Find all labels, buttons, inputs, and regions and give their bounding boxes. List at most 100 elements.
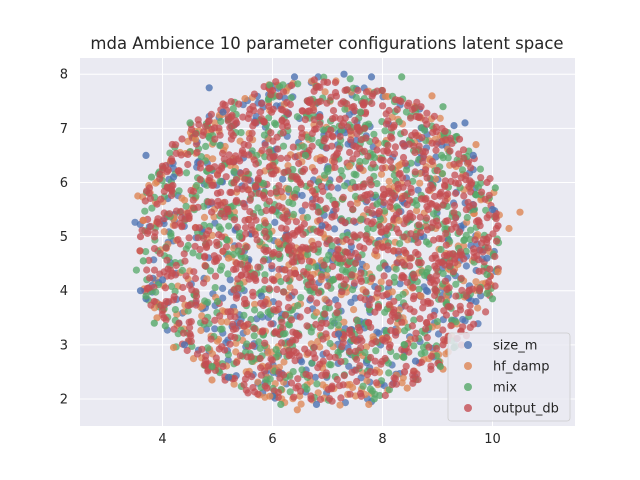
cloud-point (362, 343, 371, 351)
cloud-point (376, 215, 384, 223)
cloud-point (280, 348, 288, 356)
cloud-point (186, 324, 194, 332)
cloud-point (427, 362, 435, 370)
cloud-point (237, 129, 245, 137)
cloud-point (265, 148, 273, 156)
cloud-point (221, 142, 229, 151)
cloud-point (178, 222, 186, 230)
cloud-point (292, 329, 300, 337)
cloud-point (371, 308, 379, 316)
cloud-point (267, 189, 275, 197)
cloud-point (144, 227, 152, 235)
cloud-point (222, 173, 230, 181)
cloud-point (356, 275, 364, 283)
cloud-point (245, 110, 253, 118)
cloud-point (322, 330, 330, 338)
scatter-point (356, 108, 365, 116)
cloud-point (259, 257, 267, 265)
cloud-point (318, 273, 326, 281)
cloud-point (265, 102, 273, 110)
cloud-point (283, 210, 291, 218)
cloud-point (477, 174, 485, 182)
cloud-point (441, 181, 449, 189)
cloud-point (467, 226, 475, 234)
cloud-point (238, 147, 247, 155)
cloud-point (296, 313, 304, 321)
cloud-point (237, 169, 245, 177)
cloud-point (402, 166, 411, 174)
cloud-point (277, 188, 285, 196)
cloud-point (297, 400, 305, 408)
scatter-point (417, 103, 425, 111)
cloud-point (270, 306, 278, 314)
cloud-point (235, 100, 243, 108)
cloud-point (392, 352, 401, 360)
y-tick-label: 7 (60, 122, 68, 137)
cloud-point (476, 165, 484, 173)
cloud-point (319, 357, 327, 365)
cloud-point (290, 210, 298, 218)
cloud-point (472, 278, 480, 286)
cloud-point (326, 339, 334, 348)
cloud-point (233, 358, 241, 367)
cloud-point (467, 164, 475, 172)
cloud-point (338, 122, 346, 130)
cloud-point (249, 122, 257, 130)
cloud-point (193, 148, 201, 156)
cloud-point (333, 237, 341, 245)
cloud-point (175, 187, 183, 195)
cloud-point (294, 80, 302, 88)
cloud-point (279, 129, 287, 137)
scatter-point (169, 343, 178, 352)
cloud-point (417, 358, 425, 366)
cloud-point (141, 197, 149, 205)
cloud-point (245, 215, 253, 224)
scatter-point (488, 295, 497, 303)
cloud-point (368, 220, 376, 228)
scatter-point (398, 73, 406, 81)
cloud-point (390, 278, 398, 286)
cloud-point (478, 188, 486, 196)
cloud-point (320, 261, 328, 269)
cloud-point (294, 375, 302, 383)
cloud-point (271, 218, 279, 226)
cloud-point (432, 146, 440, 154)
cloud-point (158, 307, 167, 315)
scatter-point (334, 254, 343, 262)
cloud-point (472, 191, 480, 199)
cloud-point (298, 207, 306, 215)
cloud-point (272, 121, 280, 129)
cloud-point (170, 293, 178, 301)
cloud-point (305, 372, 314, 380)
cloud-point (492, 213, 500, 221)
cloud-point (150, 233, 159, 241)
cloud-point (484, 244, 492, 252)
cloud-point (416, 179, 424, 187)
cloud-point (340, 318, 348, 326)
scatter-point (147, 173, 156, 181)
cloud-point (439, 201, 447, 209)
cloud-point (407, 159, 415, 167)
cloud-point (202, 142, 210, 150)
cloud-point (223, 318, 231, 326)
cloud-point (274, 388, 282, 396)
cloud-point (379, 243, 387, 251)
cloud-point (211, 284, 219, 292)
cloud-point (380, 147, 388, 155)
cloud-point (236, 352, 244, 360)
cloud-point (450, 202, 459, 210)
cloud-point (201, 122, 209, 131)
cloud-point (377, 278, 385, 286)
cloud-point (316, 343, 324, 351)
cloud-point (325, 299, 333, 307)
cloud-point (418, 134, 426, 142)
cloud-point (260, 117, 268, 125)
cloud-point (436, 192, 444, 200)
cloud-point (268, 262, 276, 270)
cloud-point (470, 253, 478, 261)
cloud-point (252, 216, 260, 224)
cloud-point (225, 222, 233, 230)
cloud-point (431, 251, 439, 259)
cloud-point (252, 160, 260, 168)
scatter-point (334, 330, 343, 338)
